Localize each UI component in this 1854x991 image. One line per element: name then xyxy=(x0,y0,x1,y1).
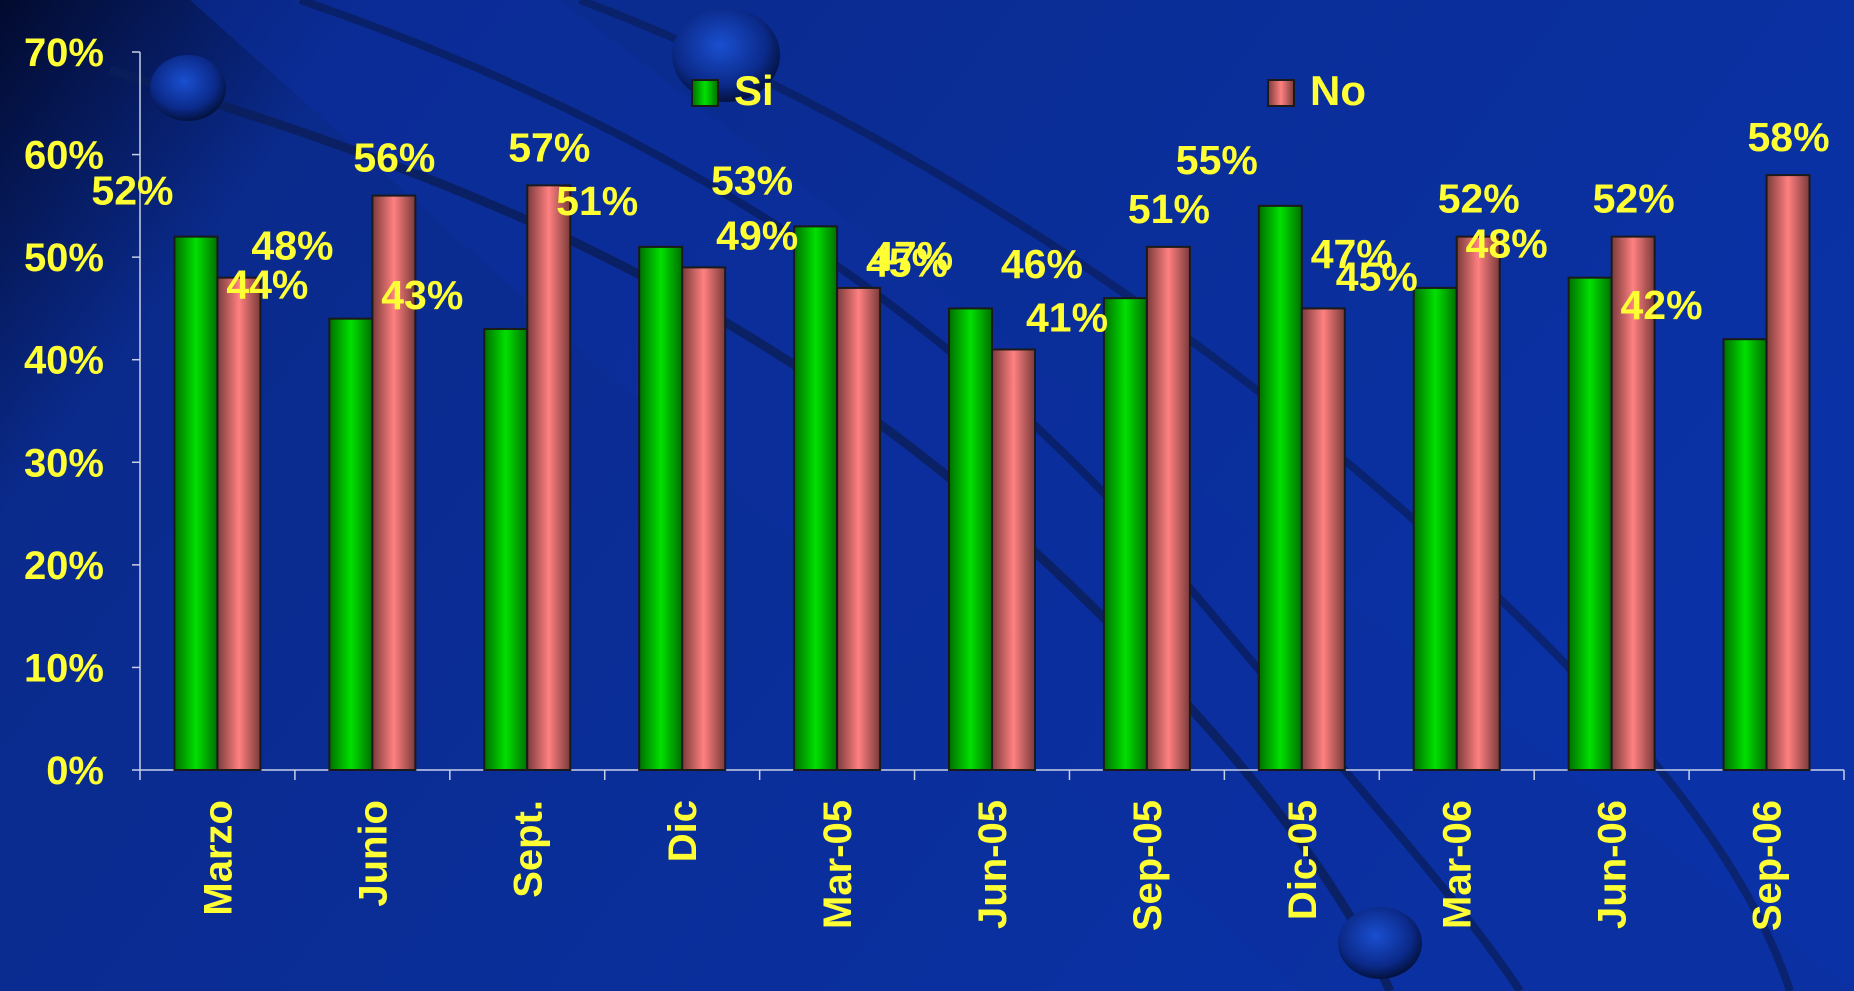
bar-no xyxy=(1765,174,1811,772)
x-tick-label: Dic xyxy=(661,800,705,862)
data-label-no: 57% xyxy=(508,124,590,170)
data-label-si: 55% xyxy=(1176,137,1258,183)
x-tick-label: Junio xyxy=(351,800,395,907)
y-tick-label: 40% xyxy=(24,339,104,383)
x-tick-label: Jun-05 xyxy=(971,800,1015,929)
bar-no xyxy=(526,184,572,772)
legend: Si No xyxy=(691,67,1366,114)
bar-si xyxy=(328,317,374,771)
bar-si xyxy=(1722,338,1768,771)
bar-si xyxy=(1257,204,1303,772)
legend-label-no: No xyxy=(1310,67,1366,114)
data-label-no: 52% xyxy=(1438,176,1520,222)
data-label-si: 44% xyxy=(226,262,308,308)
data-label-no: 45% xyxy=(1336,253,1418,299)
x-tick-label: Mar-05 xyxy=(816,800,860,929)
data-label-no: 49% xyxy=(716,212,798,258)
legend-swatch-no xyxy=(1267,79,1295,107)
data-labels: 52% 44% 43% 51% 53% 45% 46% 55% 47% 48% 42% 48% 56% 5… xyxy=(91,114,1829,340)
x-tick-label: Sept. xyxy=(506,800,550,898)
background-curve xyxy=(578,0,1794,991)
bar-si xyxy=(173,235,219,771)
bar-no xyxy=(681,266,727,771)
bar-no xyxy=(836,286,882,771)
bar-no xyxy=(991,348,1036,771)
x-tick-label: Sep-06 xyxy=(1746,800,1790,931)
bar-si xyxy=(793,225,839,772)
background-curve xyxy=(108,65,1395,991)
data-label-no: 48% xyxy=(251,223,333,269)
bar-no xyxy=(1455,235,1501,771)
x-tick-label: Sep-05 xyxy=(1126,800,1170,931)
background-curve xyxy=(298,0,1524,991)
y-tick-label: 70% xyxy=(24,31,104,75)
bar-no xyxy=(1610,235,1656,771)
x-tick-label: Jun-06 xyxy=(1591,800,1635,929)
x-tick-label: Dic-05 xyxy=(1281,800,1325,920)
y-tick-label: 30% xyxy=(24,441,104,485)
data-label-no: 56% xyxy=(353,135,435,181)
data-label-no: 41% xyxy=(1026,294,1108,340)
background-bubble xyxy=(1338,907,1422,979)
data-label-si: 51% xyxy=(556,178,638,224)
data-label-si: 42% xyxy=(1621,282,1703,328)
bar-si xyxy=(1567,276,1613,771)
bar-si xyxy=(483,327,529,771)
x-tick-label: Mar-06 xyxy=(1436,800,1480,929)
data-label-no: 52% xyxy=(1593,176,1675,222)
data-label-si: 45% xyxy=(866,239,948,285)
background-bubble xyxy=(672,8,780,102)
bar-si xyxy=(638,245,684,771)
bar-no xyxy=(216,276,262,771)
bars xyxy=(173,174,1811,772)
data-label-si: 52% xyxy=(91,168,173,214)
legend-label-si: Si xyxy=(734,67,774,114)
y-tick-label: 20% xyxy=(24,544,104,588)
y-tick-label: 0% xyxy=(46,749,104,793)
x-tick-label: Marzo xyxy=(196,800,240,916)
bar-si xyxy=(948,307,993,771)
data-label-no: 58% xyxy=(1748,114,1830,160)
y-tick-label: 10% xyxy=(24,646,104,690)
y-tick-label: 60% xyxy=(24,134,104,178)
data-label-si: 46% xyxy=(1001,241,1083,287)
background-bubble xyxy=(150,55,226,121)
bar-si xyxy=(1102,297,1148,771)
data-label-si: 48% xyxy=(1466,221,1548,267)
y-tick-label: 50% xyxy=(24,236,104,280)
bar-no xyxy=(1145,245,1191,771)
data-label-si: 47% xyxy=(1311,231,1393,277)
legend-swatch-si xyxy=(691,79,719,107)
bar-no xyxy=(371,194,417,772)
bar-no xyxy=(1300,307,1346,771)
data-label-no: 51% xyxy=(1128,186,1210,232)
bar-si xyxy=(1412,286,1458,771)
data-label-no: 47% xyxy=(871,233,953,279)
data-label-si: 53% xyxy=(711,157,793,203)
data-label-si: 43% xyxy=(381,272,463,318)
